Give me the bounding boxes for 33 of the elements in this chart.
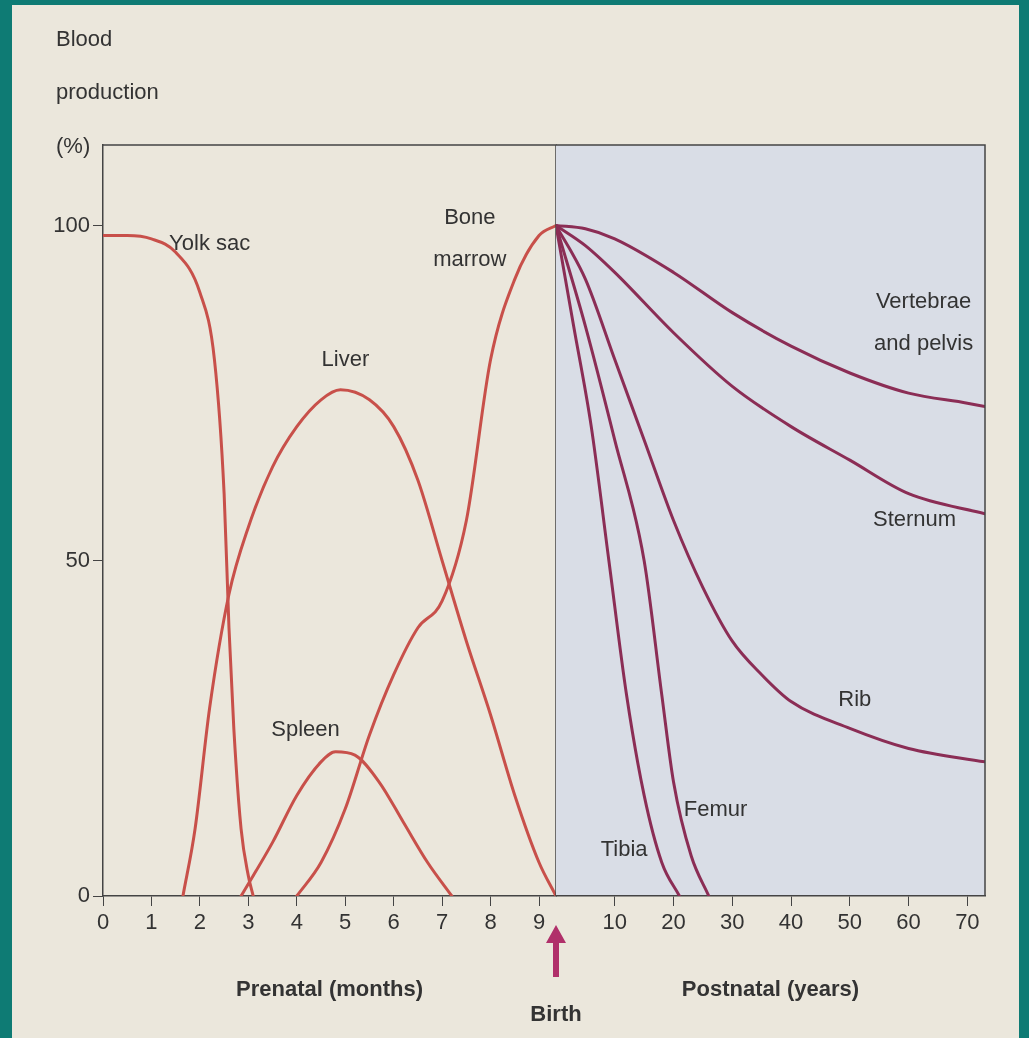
x-tick-label: 60 [896,909,921,935]
series-label: Vertebrae and pelvis [874,288,974,356]
x-tick-label: 10 [602,909,628,935]
y-tick-label: 0 [77,882,90,908]
x-tick-label: 1 [145,909,158,935]
series-label: Yolk sac [169,230,251,256]
x-tick-label: 3 [242,909,255,935]
x-tick-label: 50 [837,909,863,935]
x-axis-title: Postnatal (years) [681,976,860,1002]
x-tick-label: 6 [387,909,400,935]
x-tick-label: 4 [290,909,303,935]
series-label: Rib [838,686,872,712]
x-tick-label: 70 [955,909,980,935]
x-tick-label: 0 [96,909,110,935]
text: Blood production (%) [56,26,159,158]
x-tick-label: 20 [661,909,686,935]
x-tick-label: 9 [532,909,546,935]
series-label: Bone marrow [433,204,507,272]
x-tick-label: 8 [484,909,497,935]
series-label: Femur [683,796,748,822]
x-tick-label: 40 [778,909,804,935]
x-tick-label: 5 [339,909,352,935]
text: Birth [530,1001,582,1027]
series-label: Tibia [600,836,649,862]
x-axis-title: Prenatal (months) [235,976,424,1002]
y-tick-label: 50 [65,546,90,572]
series-label: Liver [321,345,370,371]
series-label: Sternum [873,505,957,531]
x-tick-label: 2 [193,909,207,935]
series-label: Spleen [271,715,340,741]
x-tick-label: 7 [436,909,449,935]
y-tick-label: 100 [53,211,90,237]
x-tick-label: 30 [720,909,745,935]
